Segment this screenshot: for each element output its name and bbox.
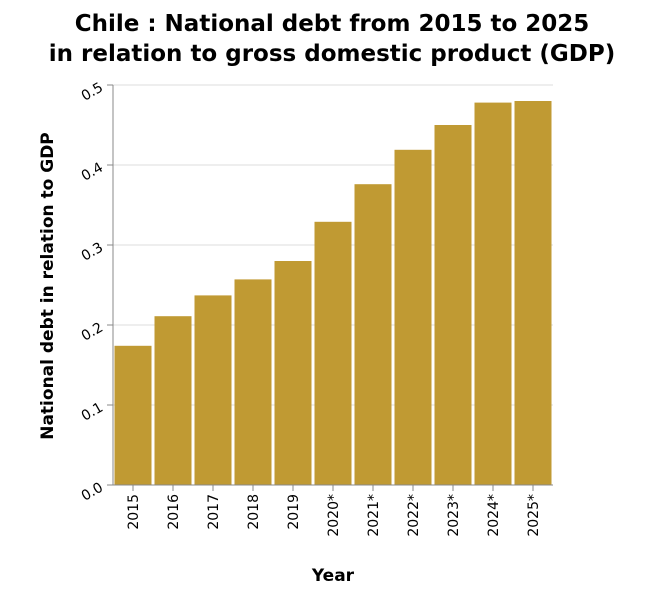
x-tick-label: 2019 [286, 494, 302, 530]
y-tick-label: 0.3 [79, 240, 106, 265]
bar [354, 184, 392, 485]
bars [114, 101, 552, 486]
x-tick-label: 2024* [486, 494, 502, 537]
bar [434, 125, 472, 485]
x-tick-label: 2016 [166, 494, 182, 530]
x-tick-label: 2022* [406, 494, 422, 537]
x-tick-label: 2021* [366, 494, 382, 537]
y-tick-label: 0.0 [79, 480, 106, 505]
x-axis-ticks: 2015 2016 2017 2018 2019 2020* 2021* 2022* 2023*… [126, 485, 542, 537]
x-tick-label: 2017 [206, 494, 222, 530]
y-tick-label: 0.1 [79, 400, 106, 425]
x-tick-label: 2015 [126, 494, 142, 530]
bar [154, 316, 192, 485]
y-tick-label: 0.5 [79, 80, 106, 105]
bar [234, 279, 272, 485]
bar [474, 102, 512, 485]
y-tick-label: 0.4 [79, 160, 106, 185]
y-axis-ticks: 0.0 0.1 0.2 0.3 0.4 0.5 [79, 80, 113, 505]
bar [314, 221, 352, 486]
x-axis-title: Year [311, 566, 355, 586]
bar [114, 345, 152, 485]
x-tick-label: 2025* [526, 494, 542, 537]
x-tick-label: 2023* [446, 494, 462, 537]
y-axis-title: National debt in relation to GDP [38, 132, 58, 440]
bar [394, 149, 432, 486]
chart-title-line-2: in relation to gross domestic product (G… [49, 41, 615, 67]
x-tick-label: 2020* [326, 494, 342, 537]
chart-title-line-1: Chile : National debt from 2015 to 2025 [75, 11, 590, 37]
y-tick-label: 0.2 [79, 320, 106, 345]
bar [274, 261, 312, 485]
bar [514, 101, 552, 485]
x-tick-label: 2018 [246, 494, 262, 530]
bar [194, 295, 232, 485]
